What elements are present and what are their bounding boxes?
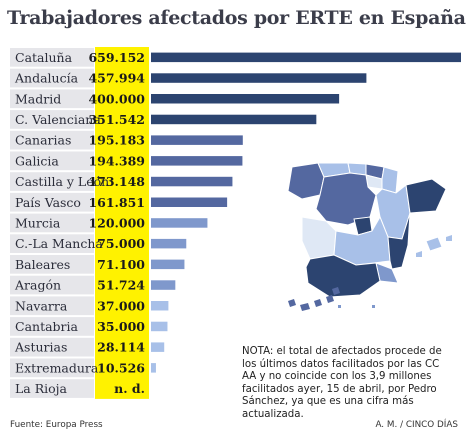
bar xyxy=(151,280,176,290)
value-label: 161.851 xyxy=(88,195,145,210)
bar-chart: Cataluña 659.152 Andalucía 457.994 Madrid 400… xyxy=(10,47,461,399)
category-row-bg xyxy=(10,296,94,316)
bar xyxy=(151,52,461,63)
value-label: 71.100 xyxy=(97,257,145,272)
category-row-bg xyxy=(10,358,94,378)
value-label: 75.000 xyxy=(97,236,145,251)
spain-regions-map-icon xyxy=(287,162,452,311)
bar xyxy=(151,301,169,311)
value-label: 37.000 xyxy=(97,298,145,313)
category-row-bg xyxy=(10,255,94,274)
category-label: C.-La Mancha xyxy=(15,236,103,251)
value-label: 351.542 xyxy=(88,112,145,127)
value-label: 195.183 xyxy=(88,133,145,148)
category-row-bg xyxy=(10,337,94,357)
category-label: Murcia xyxy=(15,215,61,230)
category-label: Aragón xyxy=(14,278,61,293)
bar xyxy=(151,321,168,332)
category-row-bg xyxy=(10,172,94,191)
category-row-bg xyxy=(10,110,94,129)
category-row-bg xyxy=(10,379,94,398)
category-row-bg xyxy=(10,317,94,336)
category-label: Baleares xyxy=(15,257,70,272)
value-label: 457.994 xyxy=(88,71,145,86)
category-row-bg xyxy=(10,192,94,212)
bar xyxy=(151,73,367,83)
bar xyxy=(151,238,187,249)
bar xyxy=(151,363,156,373)
value-column-bg xyxy=(95,47,149,399)
category-label: Madrid xyxy=(15,91,61,106)
category-row-bg xyxy=(10,48,94,67)
category-label: Galicia xyxy=(15,153,59,168)
bar xyxy=(151,114,317,125)
category-row-bg xyxy=(10,213,94,233)
category-label: Navarra xyxy=(15,298,68,313)
bar xyxy=(151,197,228,207)
bar xyxy=(151,135,243,145)
value-label: 51.724 xyxy=(97,278,145,293)
category-label: Andalucía xyxy=(14,71,79,86)
category-row-bg xyxy=(10,234,94,253)
bar xyxy=(151,218,208,228)
category-row-bg xyxy=(10,151,94,171)
category-row-bg xyxy=(10,275,94,295)
chart-title: Trabajadores afectados por ERTE en Españ… xyxy=(7,7,466,29)
bar xyxy=(151,176,233,187)
category-label: C. Valenciana xyxy=(15,112,101,127)
category-label: Castilla y León xyxy=(15,174,109,189)
category-row-bg xyxy=(10,89,94,109)
category-label: País Vasco xyxy=(15,195,81,210)
category-label: Cataluña xyxy=(15,50,73,65)
category-row-bg xyxy=(10,130,94,150)
category-label: Canarias xyxy=(15,133,71,148)
value-label: 35.000 xyxy=(97,319,145,334)
bar xyxy=(151,94,340,104)
value-label: 194.389 xyxy=(88,153,145,168)
category-row-bg xyxy=(10,68,94,88)
value-label: 28.114 xyxy=(97,340,145,355)
value-label: n. d. xyxy=(114,381,145,396)
value-label: 10.526 xyxy=(97,360,145,375)
source-text: Fuente: Europa Press xyxy=(10,420,103,430)
category-label: Asturias xyxy=(14,340,67,355)
bar xyxy=(151,156,243,166)
credit-text: A. M. / CINCO DÍAS xyxy=(375,420,458,430)
category-label: Extremadura xyxy=(15,360,99,375)
bar xyxy=(151,259,185,270)
value-label: 400.000 xyxy=(88,91,145,106)
value-label: 659.152 xyxy=(88,50,145,65)
category-label: La Rioja xyxy=(15,381,68,396)
value-label: 120.000 xyxy=(88,215,145,230)
value-label: 173.148 xyxy=(88,174,145,189)
bar xyxy=(151,342,165,352)
note-text: NOTA: el total de afectados procede de l… xyxy=(242,346,442,420)
category-label: Cantabria xyxy=(15,319,79,334)
